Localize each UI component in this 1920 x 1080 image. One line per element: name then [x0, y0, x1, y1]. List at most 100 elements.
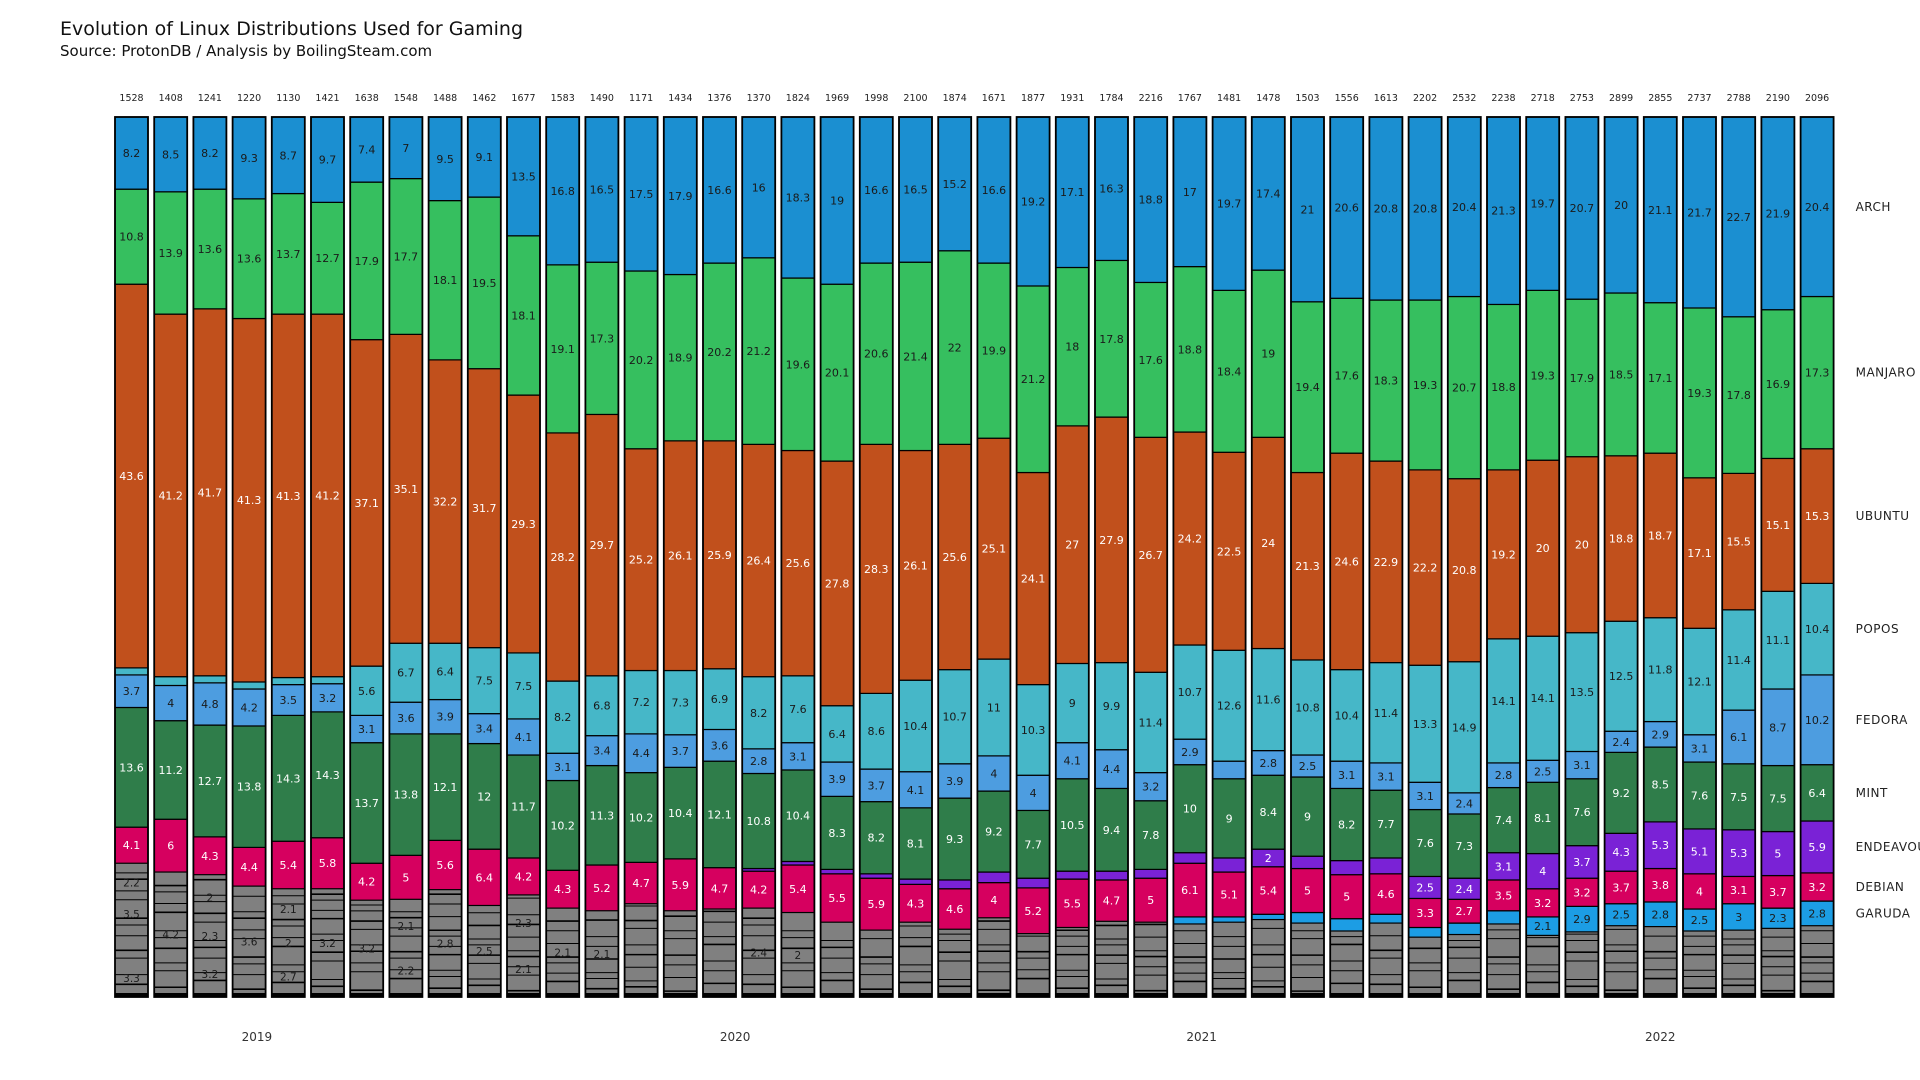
segment-ubuntu	[937, 443, 972, 671]
data-label-fedora: 4.1	[907, 784, 925, 797]
bar-outline	[1094, 116, 1129, 998]
segment-popos	[114, 667, 149, 676]
data-label-fedora: 4.4	[632, 747, 650, 760]
segment-popos	[192, 675, 227, 684]
others-base	[350, 993, 384, 997]
data-label-ubuntu: 41.7	[198, 486, 223, 499]
others-base	[1643, 993, 1677, 997]
data-label-manjaro: 20.6	[864, 348, 889, 361]
data-label-fedora: 4.8	[201, 698, 219, 711]
segment-endeavour	[1094, 870, 1129, 881]
segment-others	[1643, 926, 1677, 997]
data-label-popos: 14.1	[1530, 692, 1555, 705]
data-label-popos: 7.5	[476, 675, 494, 688]
segment-fedora	[898, 771, 933, 809]
data-label-debian: 5.1	[1220, 888, 1238, 901]
data-label-fedora: 8.7	[1769, 721, 1787, 734]
bar-17: 2.4 4.2 10.8 2.8 8.2 26.4 21.2 16	[741, 116, 777, 998]
data-label-mint: 13.6	[119, 761, 144, 774]
segment-popos	[545, 680, 580, 754]
bar-outline	[1015, 116, 1051, 998]
bar-43: 2.3 3.7 5 7.5 8.7 11.1 15.1 16.9 21.9	[1760, 116, 1796, 998]
others-base	[1095, 993, 1128, 997]
others-base	[663, 993, 697, 997]
legend-garuda: GARUDA	[1856, 906, 1911, 920]
data-label-manjaro: 19	[1261, 348, 1275, 361]
segment-manjaro	[310, 201, 345, 315]
data-label-debian: 4	[990, 894, 997, 907]
data-label-mint: 7.4	[1495, 814, 1513, 827]
legend-fedora: FEDORA	[1856, 713, 1909, 727]
others-label: 2.1	[515, 964, 532, 976]
total-label: 1969	[825, 93, 849, 104]
data-label-mint: 14.3	[315, 769, 340, 782]
bar-outline	[270, 116, 306, 998]
data-label-mint: 10.4	[668, 807, 693, 820]
segment-manjaro	[741, 257, 776, 445]
data-label-arch: 19.7	[1530, 198, 1555, 211]
data-label-ubuntu: 25.9	[707, 549, 732, 562]
segment-popos	[1564, 632, 1600, 753]
bar-outline	[780, 116, 816, 998]
data-label-popos: 12.5	[1609, 670, 1634, 683]
data-label-fedora: 3.1	[789, 750, 807, 763]
bar-28: 6.1 10 2.9 10.7 24.2 18.8 17	[1172, 116, 1208, 998]
segment-debian	[310, 837, 345, 890]
data-label-debian: 3.5	[1495, 889, 1513, 902]
data-label-arch: 17.5	[629, 188, 654, 201]
segment-popos	[1721, 609, 1756, 711]
data-label-manjaro: 10.8	[119, 231, 144, 244]
data-label-arch: 20.6	[1334, 202, 1359, 215]
bar-outline	[545, 116, 581, 998]
bar-42: 3 3.1 5.3 7.5 6.1 11.4 15.5 17.8 22.7	[1721, 116, 1757, 998]
others-label: 3.6	[241, 937, 258, 949]
bar-outline	[976, 116, 1012, 998]
segment-others	[1447, 934, 1481, 997]
segment-others	[507, 894, 540, 997]
bar-outline	[623, 116, 659, 998]
data-label-arch: 16.8	[550, 185, 575, 198]
total-label: 1408	[159, 93, 183, 104]
segment-mint	[819, 795, 855, 870]
segment-debian	[1760, 874, 1796, 909]
data-label-ubuntu: 20	[1536, 542, 1550, 555]
legend-popos: POPOS	[1856, 622, 1899, 636]
data-label-ubuntu: 27.8	[825, 577, 850, 590]
segment-endeavour	[1055, 870, 1090, 880]
segment-endeavour	[859, 873, 894, 879]
bar-37: 2.1 3.2 4 8.1 2.5 14.1 20 19.3 19.7	[1525, 116, 1561, 998]
segment-popos	[1643, 617, 1678, 723]
others-label: 2.1	[280, 904, 297, 916]
segment-others	[1800, 925, 1834, 997]
data-label-arch: 9.7	[319, 154, 337, 167]
others-base	[938, 993, 972, 997]
bar-27: 5 7.8 3.2 11.4 26.7 17.6 18.8	[1133, 116, 1169, 998]
others-label: 3.2	[319, 938, 336, 950]
segment-mint	[780, 769, 816, 863]
data-label-arch: 8.2	[123, 147, 141, 160]
data-label-fedora: 4	[167, 697, 174, 710]
segment-ubuntu	[232, 317, 267, 683]
data-label-ubuntu: 27.9	[1099, 534, 1124, 547]
total-label: 1998	[864, 93, 888, 104]
data-label-endeavour: 5.3	[1730, 847, 1748, 860]
data-label-arch: 13.5	[511, 170, 536, 183]
segment-mint	[1603, 751, 1639, 834]
data-label-endeavour: 2.5	[1416, 881, 1434, 894]
segment-popos	[310, 676, 345, 685]
data-label-debian: 6.1	[1181, 884, 1199, 897]
others-label: 2.2	[123, 877, 140, 889]
data-label-ubuntu: 15.5	[1726, 536, 1751, 549]
total-label: 1638	[355, 93, 379, 104]
others-base	[507, 993, 540, 997]
bar-outline	[1211, 116, 1247, 998]
bar-29: 5.1 9 12.6 22.5 18.4 19.7	[1211, 116, 1247, 998]
segment-arch	[114, 116, 149, 190]
data-label-ubuntu: 25.6	[942, 551, 967, 564]
data-label-debian: 4.7	[711, 882, 729, 895]
data-label-fedora: 3.7	[123, 685, 141, 698]
segment-fedora	[819, 761, 855, 797]
data-label-mint: 6.4	[1808, 787, 1826, 800]
segment-garuda	[1368, 913, 1404, 924]
data-label-debian: 3.7	[1612, 881, 1630, 894]
